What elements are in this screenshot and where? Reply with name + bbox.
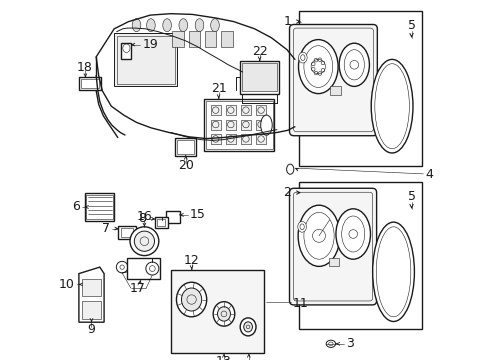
Ellipse shape	[335, 209, 370, 259]
Ellipse shape	[240, 318, 256, 336]
Bar	[242, 63, 276, 91]
Ellipse shape	[370, 59, 412, 153]
Ellipse shape	[286, 164, 293, 174]
Bar	[205, 101, 272, 149]
Ellipse shape	[134, 231, 154, 251]
Ellipse shape	[176, 282, 206, 317]
Bar	[114, 33, 177, 86]
Text: 5: 5	[407, 190, 415, 203]
Text: 2: 2	[283, 186, 291, 199]
Bar	[221, 31, 232, 47]
Text: 11: 11	[292, 297, 308, 310]
Text: 20: 20	[178, 159, 193, 172]
Bar	[256, 105, 265, 115]
Text: 1: 1	[283, 15, 291, 28]
Bar	[329, 86, 340, 95]
Ellipse shape	[195, 19, 203, 32]
Text: 7: 7	[102, 222, 110, 235]
Ellipse shape	[298, 205, 339, 266]
Bar	[225, 105, 235, 115]
Bar	[210, 120, 220, 130]
Text: 13: 13	[216, 355, 231, 360]
FancyBboxPatch shape	[289, 24, 377, 136]
Bar	[81, 79, 99, 88]
Bar	[299, 182, 421, 329]
Text: 18: 18	[77, 61, 93, 74]
Bar	[210, 134, 220, 144]
Bar	[79, 77, 101, 90]
Bar	[256, 120, 265, 130]
Ellipse shape	[213, 302, 234, 326]
Text: 4: 4	[425, 168, 432, 181]
Text: 21: 21	[210, 82, 226, 95]
Ellipse shape	[260, 115, 272, 135]
Bar	[81, 301, 101, 319]
Ellipse shape	[298, 40, 337, 94]
Ellipse shape	[339, 43, 368, 86]
Text: 14: 14	[241, 359, 256, 360]
Text: 16: 16	[136, 210, 152, 223]
Bar	[210, 105, 220, 115]
Bar	[170, 270, 264, 353]
Ellipse shape	[116, 261, 127, 273]
Bar	[86, 195, 113, 219]
Ellipse shape	[210, 19, 219, 32]
Bar	[240, 61, 279, 94]
Bar	[204, 31, 216, 47]
Bar	[118, 226, 136, 239]
Bar	[84, 193, 114, 221]
Bar	[241, 120, 250, 130]
Bar	[81, 279, 101, 296]
Ellipse shape	[372, 222, 413, 321]
Text: 22: 22	[251, 45, 267, 58]
Text: 9: 9	[87, 323, 95, 336]
FancyBboxPatch shape	[289, 188, 376, 305]
Text: 19: 19	[142, 38, 158, 51]
Bar	[188, 31, 200, 47]
Polygon shape	[79, 267, 104, 322]
Ellipse shape	[325, 340, 335, 347]
Ellipse shape	[132, 19, 141, 32]
Bar	[121, 43, 131, 59]
Bar	[204, 99, 274, 151]
Bar	[241, 105, 250, 115]
Text: 10: 10	[59, 278, 75, 291]
Ellipse shape	[298, 52, 306, 63]
Bar	[127, 258, 159, 279]
Bar	[155, 217, 167, 228]
Bar	[121, 228, 133, 237]
Ellipse shape	[130, 227, 159, 256]
Bar	[166, 211, 179, 223]
Ellipse shape	[146, 19, 155, 32]
Ellipse shape	[244, 322, 252, 332]
Bar	[157, 219, 165, 226]
Ellipse shape	[163, 19, 171, 32]
Ellipse shape	[217, 307, 230, 321]
Text: 6: 6	[72, 201, 80, 213]
Text: 15: 15	[189, 208, 205, 221]
Text: 5: 5	[407, 19, 415, 32]
Bar	[172, 31, 183, 47]
Text: 8: 8	[138, 212, 146, 225]
Bar	[328, 258, 338, 266]
Bar	[175, 138, 196, 156]
Bar	[241, 134, 250, 144]
Bar	[256, 134, 265, 144]
Bar	[225, 120, 235, 130]
Text: 3: 3	[346, 337, 353, 350]
Ellipse shape	[145, 262, 159, 275]
Bar	[177, 140, 194, 154]
Ellipse shape	[297, 221, 306, 232]
Bar	[117, 36, 175, 84]
Ellipse shape	[179, 19, 187, 32]
Text: 17: 17	[130, 282, 145, 294]
Ellipse shape	[181, 288, 201, 311]
Bar	[225, 134, 235, 144]
Text: 12: 12	[183, 255, 199, 267]
Bar	[299, 11, 421, 166]
